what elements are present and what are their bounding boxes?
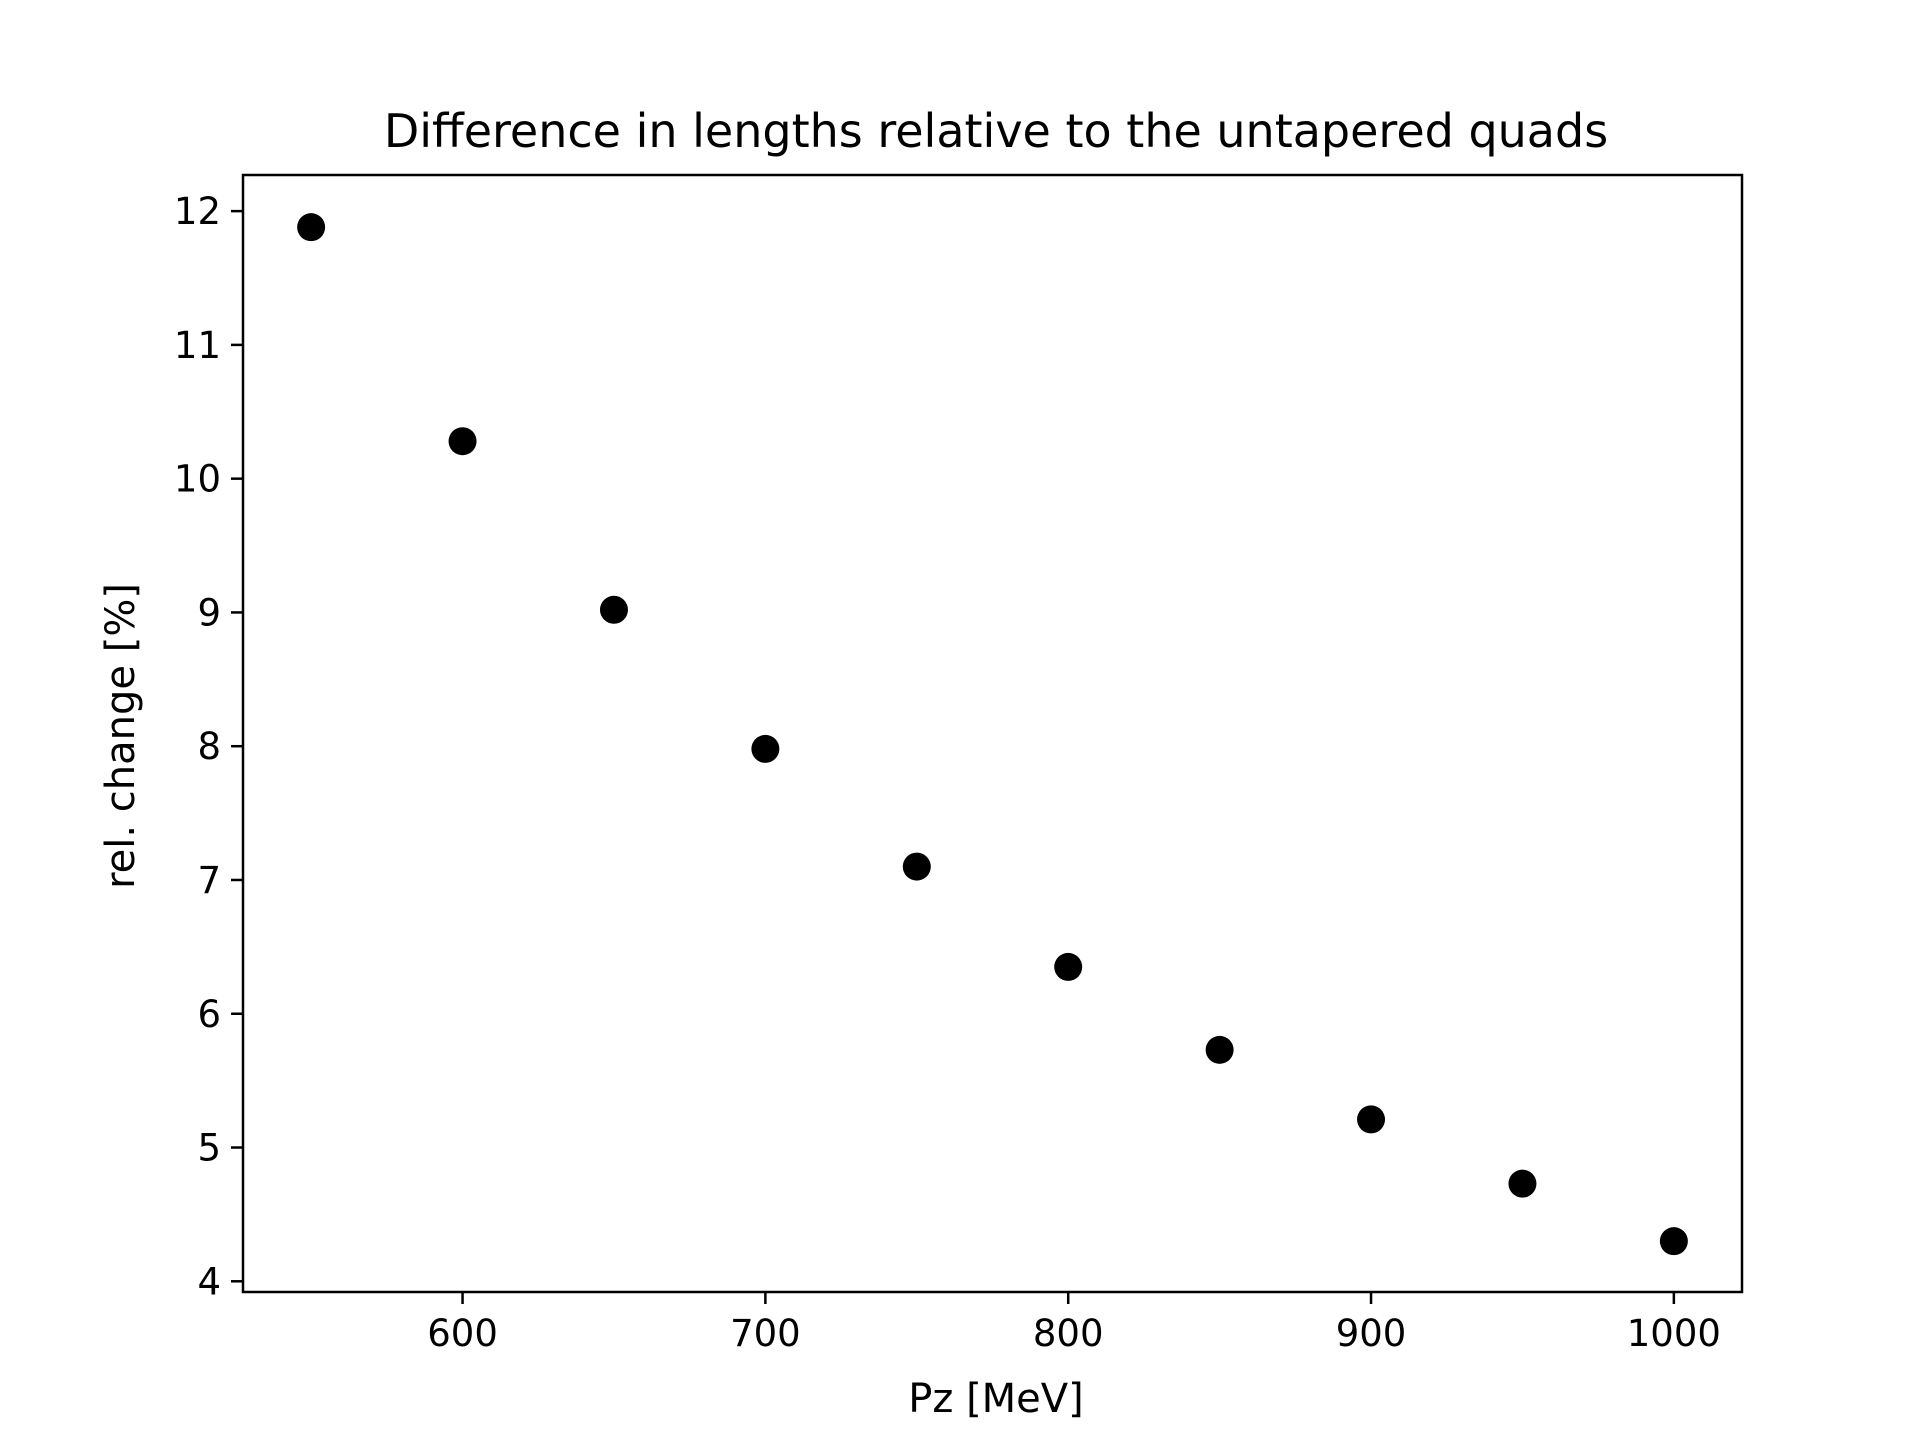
y-axis-label: rel. change [%] [98, 583, 144, 889]
y-tick-label: 9 [197, 591, 221, 634]
y-tick-label: 7 [197, 859, 221, 902]
x-axis-ticks: 600 700 800 900 1000 [427, 1292, 1721, 1355]
x-tick-label: 900 [1336, 1312, 1407, 1355]
chart-title: Difference in lengths relative to the un… [384, 104, 1608, 158]
x-tick-label: 600 [427, 1312, 498, 1355]
y-tick-label: 10 [174, 458, 221, 501]
x-tick-label: 1000 [1627, 1312, 1721, 1355]
data-point [1508, 1169, 1537, 1198]
y-tick-label: 6 [197, 993, 221, 1036]
y-tick-label: 11 [174, 324, 221, 367]
data-point [751, 734, 780, 763]
data-point [902, 852, 931, 881]
y-axis-ticks: 4 5 6 7 8 9 10 11 12 [174, 190, 243, 1303]
data-point [1205, 1035, 1234, 1064]
data-point [1659, 1227, 1688, 1256]
y-tick-label: 5 [197, 1127, 221, 1170]
y-tick-label: 4 [197, 1260, 221, 1303]
y-tick-label: 12 [174, 190, 221, 233]
data-point [1357, 1105, 1386, 1134]
x-axis-label: Pz [MeV] [908, 1376, 1084, 1422]
data-point [448, 427, 477, 456]
y-tick-label: 8 [197, 725, 221, 768]
plot-area-frame [241, 173, 1744, 1294]
x-tick-label: 800 [1033, 1312, 1104, 1355]
data-point [1054, 952, 1083, 981]
data-point [297, 213, 326, 242]
data-point [599, 595, 628, 624]
data-points [297, 213, 1688, 1256]
x-tick-label: 700 [730, 1312, 801, 1355]
